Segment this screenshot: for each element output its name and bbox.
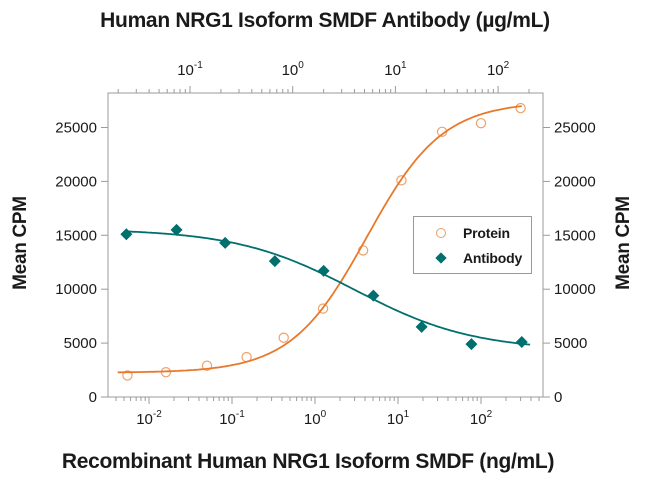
x-axis-bottom-ticks: 10-2 10-1 100 101 102 [115,397,540,428]
antibody-data-point [415,320,428,333]
x-tick-label: 102 [487,60,510,79]
protein-open-circle-icon [435,227,447,238]
legend: Protein Antibody [413,216,532,274]
protein-data-point [278,332,289,343]
x-tick-label: 10-1 [219,409,245,428]
protein-data-point [436,126,448,138]
y-tick-label: 15000 [554,227,596,244]
antibody-fit-curve [124,230,531,346]
x-tick-label: 10-1 [177,60,203,79]
legend-label-protein: Protein [463,224,510,241]
y-tick-label: 25000 [55,119,97,136]
y-tick-label: 25000 [554,119,596,136]
y-tick-label: 5000 [554,335,587,352]
x-tick-label: 101 [384,60,407,79]
series-protein [117,102,526,381]
protein-data-point [122,370,133,381]
antibody-data-point [120,228,133,241]
x-axis-top-ticks: 10-1 100 101 102 [117,60,530,93]
legend-item-antibody: Antibody [414,250,531,266]
y-tick-label: 0 [89,389,97,406]
antibody-data-point [317,264,330,277]
protein-data-point [475,117,487,129]
y-tick-label: 20000 [554,173,596,190]
protein-data-point [396,175,407,186]
y-tick-label: 0 [554,389,562,406]
x-tick-label: 102 [470,409,493,428]
x-tick-label: 100 [304,409,327,428]
bottom-axis-title: Recombinant Human NRG1 Isoform SMDF (ng/… [61,450,555,473]
protein-data-point [241,351,252,363]
y-tick-label: 5000 [64,335,97,352]
y-tick-label: 15000 [55,227,97,244]
top-axis-title: Human NRG1 Isoform SMDF Antibody (µg/mL) [100,9,550,32]
antibody-data-point [367,289,380,302]
plot-frame [107,92,544,398]
y-axis-ticks: 0 0 5000 5000 10000 10000 15000 15000 20000 20000… [55,119,595,406]
legend-item-protein: Protein [414,225,531,241]
protein-data-point [357,245,369,256]
protein-data-point [515,102,526,114]
antibody-diamond-icon [435,251,447,264]
protein-data-point [160,367,172,378]
antibody-data-point [465,338,478,351]
antibody-data-point [515,336,528,349]
y-tick-label: 20000 [55,173,97,190]
antibody-data-point [268,255,281,268]
y-tick-label: 10000 [554,281,596,298]
y-tick-label: 10000 [55,281,97,298]
protein-data-point [201,360,213,371]
antibody-data-point [219,236,232,249]
x-tick-label: 100 [282,60,305,79]
series-antibody [120,223,531,351]
protein-data-point [317,303,329,314]
x-tick-label: 101 [387,409,410,428]
antibody-data-point [170,223,183,236]
legend-label-antibody: Antibody [463,249,523,266]
x-tick-label: 10-2 [136,409,162,428]
